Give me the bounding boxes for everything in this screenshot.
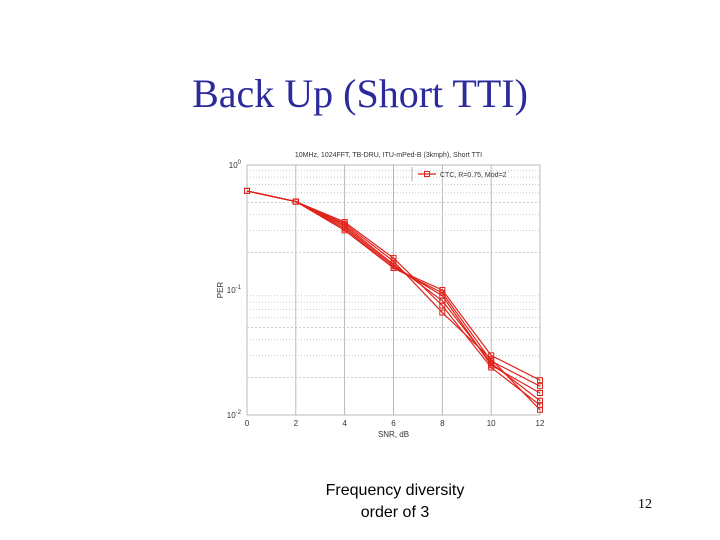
caption-line-2: order of 3 <box>360 504 430 521</box>
x-tick-label: 4 <box>342 419 347 428</box>
caption-line-1: Frequency diversity <box>325 482 465 499</box>
data-point <box>292 198 299 205</box>
data-point <box>537 402 543 409</box>
x-tick-label: 0 <box>245 419 250 428</box>
per-vs-snr-chart: 0 2 4 6 8 10 12 100 10-1 10-2 SNR, dB PER 10MHz, 102… <box>216 152 545 439</box>
x-tick-label: 2 <box>294 419 299 428</box>
data-point <box>488 358 495 365</box>
data-point <box>488 352 495 359</box>
data-point <box>244 187 250 194</box>
y-tick-label: 10-2 <box>227 410 242 420</box>
chart-title: 10MHz, 1024FFT, TB-DRU, ITU-mPed-B (3kmp… <box>295 152 482 159</box>
data-point <box>537 397 543 404</box>
x-tick-label: 10 <box>487 419 496 428</box>
caption: Frequency diversity order of 3 <box>300 480 490 524</box>
y-tick-label: 10-1 <box>227 285 242 295</box>
data-point <box>341 227 348 234</box>
data-point <box>390 264 397 271</box>
data-point <box>537 383 543 390</box>
x-tick-label: 12 <box>536 419 545 428</box>
x-tick-label: 6 <box>391 419 396 428</box>
x-axis-label: SNR, dB <box>378 430 409 439</box>
data-point <box>488 362 495 369</box>
data-point <box>439 287 446 293</box>
y-axis-label: PER <box>216 282 225 299</box>
legend-label: CTC, R=0.75, Mod=2 <box>440 172 507 179</box>
page-number: 12 <box>638 497 652 512</box>
y-tick-label: 100 <box>229 160 242 170</box>
slide-title: Back Up (Short TTI) <box>192 71 528 116</box>
series-line <box>246 190 541 381</box>
data-point <box>439 309 446 316</box>
data-point <box>537 389 543 396</box>
legend-marker <box>424 171 430 177</box>
data-point <box>537 377 543 384</box>
data-point <box>390 255 397 262</box>
x-tick-label: 8 <box>440 419 445 428</box>
